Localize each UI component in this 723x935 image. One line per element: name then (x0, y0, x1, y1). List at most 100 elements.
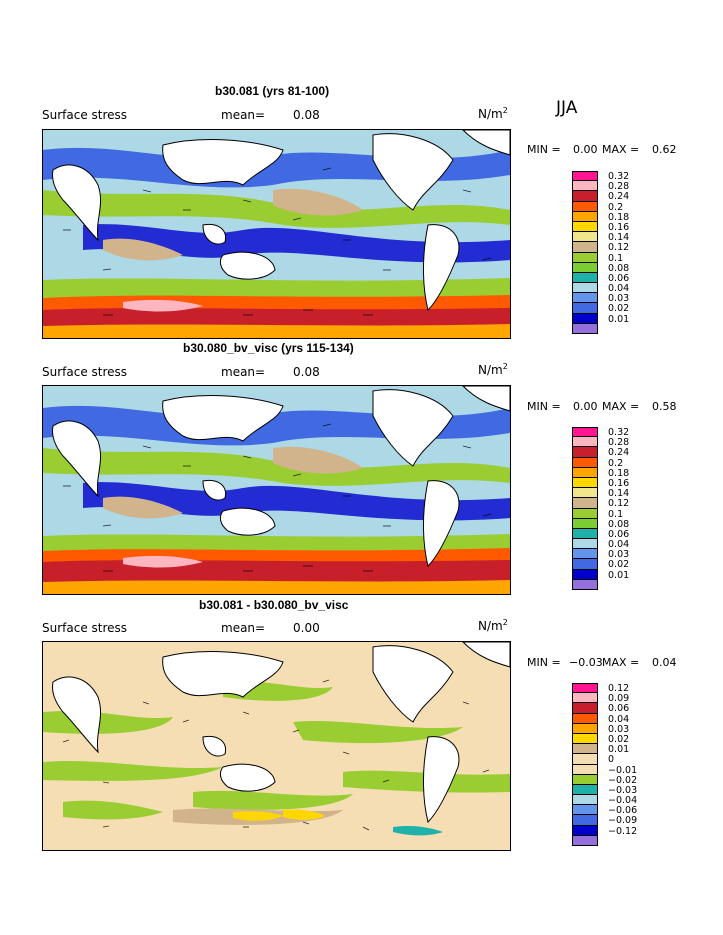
legend-row: 0.08 (572, 518, 682, 530)
legend-tick: 0.18 (608, 467, 630, 479)
legend-row: 0.02 (572, 303, 682, 314)
legend-row: 0.12 (572, 683, 682, 694)
legend-row: 0.2 (572, 457, 682, 469)
legend-tick: 0.2 (608, 201, 624, 213)
legend-row: 0.03 (572, 549, 682, 561)
legend-tick: 0.03 (608, 549, 630, 561)
legend-tick: 0.01 (608, 313, 630, 325)
panel-3-mean-label: mean= (221, 621, 266, 635)
legend-tick: 0.04 (608, 283, 630, 295)
legend-tick: 0.03 (608, 723, 630, 735)
legend-tick: 0.04 (608, 539, 630, 551)
legend-row: 0.14 (572, 488, 682, 499)
panel-2-map-svg (43, 386, 510, 594)
panel-2-min-value: 0.00 (573, 400, 598, 413)
legend-tick: 0.12 (608, 498, 630, 510)
panel-3-max-label: MAX = (602, 656, 640, 669)
panel-1-variable-label: Surface stress (42, 108, 128, 122)
legend-row: −0.06 (572, 805, 682, 817)
legend-row: 0.28 (572, 437, 682, 448)
legend-row: −0.02 (572, 774, 682, 785)
legend-tick: 0.06 (608, 703, 630, 715)
legend-row: 0.16 (572, 221, 682, 233)
legend-row (572, 323, 682, 334)
legend-row: 0.12 (572, 498, 682, 510)
panel-3-mean-value: 0.00 (293, 621, 320, 635)
panel-1-legend: 0.32 0.28 0.24 0.2 0.18 0.16 0.14 0.12 0… (572, 171, 682, 334)
legend-row: −0.12 (572, 825, 682, 837)
panel-2-max-label: MAX = (602, 400, 640, 413)
legend-tick: 0 (608, 754, 615, 766)
legend-row (572, 579, 682, 590)
legend-tick: 0.02 (608, 559, 630, 571)
legend-tick: 0.16 (608, 221, 630, 233)
legend-row: 0.32 (572, 427, 682, 438)
panel-3-title: b30.081 - b30.080_bv_visc (199, 598, 349, 612)
legend-row: 0.01 (572, 313, 682, 325)
legend-row: 0.06 (572, 703, 682, 715)
legend-tick: −0.04 (608, 795, 638, 807)
legend-tick: 0.09 (608, 693, 630, 705)
panel-1-min-label: MIN = (527, 143, 561, 156)
legend-row: 0.24 (572, 191, 682, 202)
legend-tick: −0.12 (608, 825, 638, 837)
legend-row: 0.06 (572, 272, 682, 284)
legend-row: 0.02 (572, 733, 682, 745)
legend-row: 0.03 (572, 293, 682, 305)
legend-tick: −0.01 (608, 764, 638, 776)
legend-row: 0.08 (572, 262, 682, 274)
legend-tick: 0.04 (608, 713, 630, 725)
legend-row: 0.24 (572, 447, 682, 459)
legend-row: 0.02 (572, 559, 682, 571)
legend-row: −0.01 (572, 764, 682, 776)
panel-1-map-svg (43, 130, 510, 338)
panel-1-units: N/m2 (478, 106, 508, 121)
legend-row: 0.14 (572, 232, 682, 243)
panel-2-legend: 0.32 0.28 0.24 0.2 0.18 0.16 0.14 0.12 0… (572, 427, 682, 590)
legend-tick: −0.03 (608, 784, 638, 796)
panel-3-min-value: −0.03 (569, 656, 603, 669)
legend-tick: 0.08 (608, 262, 630, 274)
panel-2-variable-label: Surface stress (42, 365, 128, 379)
legend-row: 0.1 (572, 252, 682, 263)
legend-tick: 0.28 (608, 181, 630, 193)
legend-tick: 0.01 (608, 744, 630, 756)
panel-3-variable-label: Surface stress (42, 621, 128, 635)
panel-1-max-value: 0.62 (652, 143, 677, 156)
legend-tick: 0.16 (608, 477, 630, 489)
legend-tick: −0.06 (608, 805, 638, 817)
legend-tick: 0.02 (608, 733, 630, 745)
season-label: JJA (556, 98, 578, 118)
panel-3-units: N/m2 (478, 618, 508, 633)
legend-row: 0.16 (572, 477, 682, 489)
legend-tick: 0.06 (608, 528, 630, 540)
legend-tick: 0.03 (608, 293, 630, 305)
panel-3-min-label: MIN = (527, 656, 561, 669)
panel-1-min-value: 0.00 (573, 143, 598, 156)
panel-1-title: b30.081 (yrs 81-100) (215, 84, 330, 98)
legend-row: −0.03 (572, 784, 682, 796)
legend-row: 0.32 (572, 171, 682, 182)
legend-row: 0.04 (572, 539, 682, 551)
legend-tick: 0.12 (608, 242, 630, 254)
panel-1-mean-label: mean= (221, 108, 266, 122)
legend-tick: 0.12 (608, 683, 630, 694)
legend-tick: 0.1 (608, 508, 624, 520)
panel-3-max-value: 0.04 (652, 656, 677, 669)
panel-3-legend: 0.12 0.09 0.06 0.04 0.03 0.02 0.01 0 −0.… (572, 683, 682, 846)
legend-tick: 0.01 (608, 569, 630, 581)
panel-1-mean-value: 0.08 (293, 108, 320, 122)
legend-row: 0.09 (572, 693, 682, 705)
panel-2-title: b30.080_bv_visc (yrs 115-134) (183, 341, 354, 355)
legend-row: 0.01 (572, 744, 682, 756)
legend-tick: 0.24 (608, 447, 630, 459)
legend-row: 0.12 (572, 242, 682, 254)
legend-tick: 0.06 (608, 272, 630, 284)
panel-3-map (42, 641, 511, 851)
legend-tick: 0.08 (608, 518, 630, 530)
legend-row: −0.04 (572, 795, 682, 807)
legend-tick: 0.2 (608, 457, 624, 469)
legend-row: 0.06 (572, 528, 682, 540)
legend-row: −0.09 (572, 815, 682, 826)
panel-2-min-label: MIN = (527, 400, 561, 413)
